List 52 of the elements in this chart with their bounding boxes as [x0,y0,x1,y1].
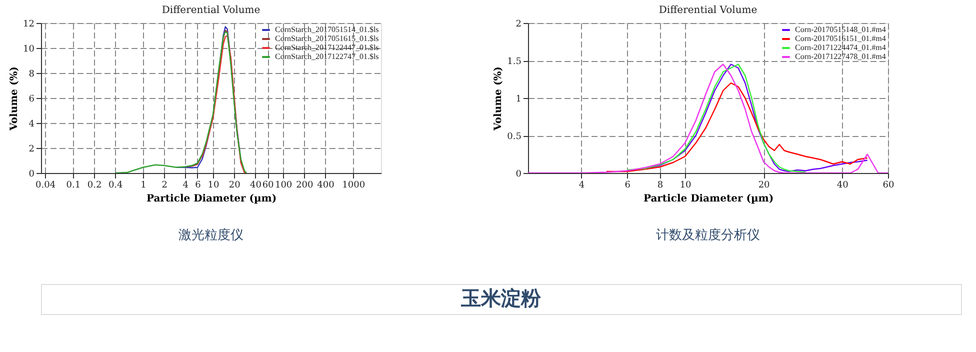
x-tick-label: 2 [162,180,168,190]
x-tick-label: 0.04 [36,180,56,190]
text: 玉米淀粉 [460,286,542,310]
x-tick-label: 4 [578,180,585,190]
legend-label: Corn-20170516151_01.#m4 [795,34,886,43]
legend-label: Corn-20170515148_01.#m4 [795,25,886,34]
x-axis-title: Particle Diameter (µm) [643,194,774,204]
x-tick-label: 0.1 [66,180,81,190]
x-tick-label: 10 [680,180,692,190]
legend-label: CornStarch_2017051615_01.$ls [275,34,379,43]
x-tick-label: 6 [624,180,631,190]
text: 计数及粒度分析仪 [656,227,760,243]
x-tick-label: 100 [274,180,292,190]
chart-title: Differential Volume [658,5,758,16]
y-axis-title: Volume (%) [9,66,20,132]
x-tick-label: 60 [882,180,894,190]
y-tick-label: 12 [23,20,34,30]
y-axis-title: Volume (%) [493,66,504,132]
x-tick-label: 6 [195,180,202,190]
x-tick-label: 0.2 [87,180,102,190]
x-tick-label: 4 [182,180,189,190]
x-tick-label: 20 [758,180,770,190]
text: 激光粒度仪 [178,227,244,243]
x-tick-label: 10 [208,180,220,190]
y-tick-label: 6 [28,94,35,104]
y-tick-label: 0.5 [507,132,522,142]
y-tick-label: 2 [516,20,522,30]
x-tick-label: 8 [657,180,664,190]
x-tick-label: 1000 [342,180,366,190]
x-tick-label: 60 [262,180,274,190]
x-tick-label: 40 [836,180,849,190]
x-tick-label: 200 [296,180,314,190]
x-axis-title: Particle Diameter (µm) [146,194,277,204]
y-tick-label: 1.5 [507,57,522,67]
legend-label: CornStarch_2017122747_01.$ls [275,52,379,61]
y-tick-label: 0 [28,170,35,180]
legend-label: CornStarch_2017051514_01.$ls [275,25,379,34]
y-tick-label: 2 [28,144,34,154]
x-tick-label: 400 [317,180,335,190]
legend-label: Corn-20171227478_01.#m4 [795,52,886,61]
x-tick-label: 0.4 [108,180,124,190]
y-tick-label: 1 [516,94,522,104]
x-tick-label: 1 [140,180,146,190]
x-tick-label: 40 [250,180,262,190]
y-tick-label: 10 [23,44,35,54]
legend-label: Corn-20171224474_01.#m4 [795,43,886,52]
x-tick-label: 20 [228,180,241,190]
y-tick-label: 4 [28,120,35,130]
legend-label: CornStarch_2017122447_01.$ls [275,43,379,52]
y-tick-label: 8 [28,70,35,80]
y-tick-label: 0 [516,170,522,180]
chart-title: Differential Volume [162,5,260,16]
